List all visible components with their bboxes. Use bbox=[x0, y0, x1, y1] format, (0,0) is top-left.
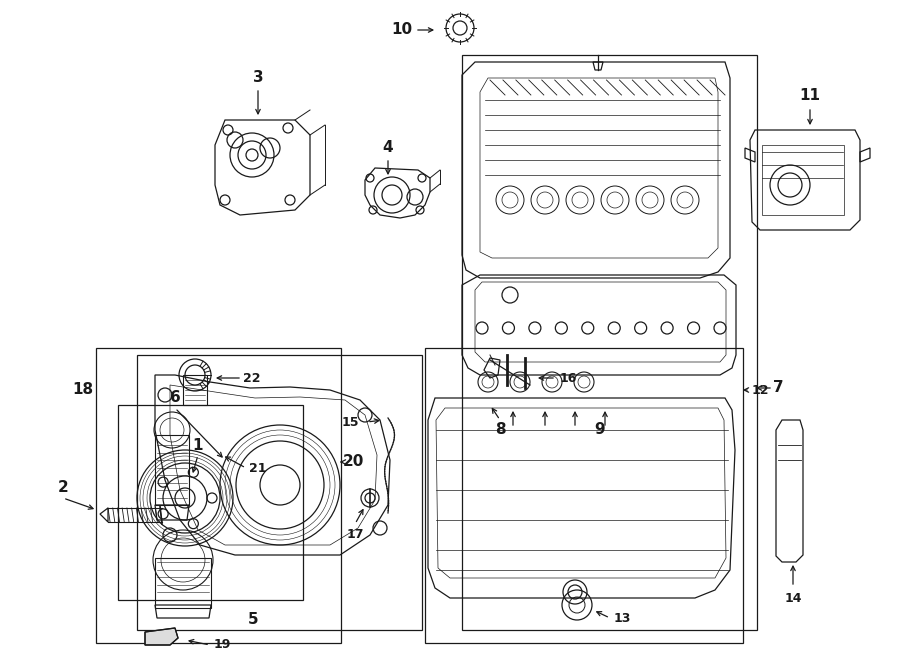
Text: 8: 8 bbox=[495, 422, 505, 438]
Text: 18: 18 bbox=[72, 383, 94, 397]
Bar bbox=[137, 355, 422, 630]
Text: 16: 16 bbox=[559, 371, 577, 385]
Text: 20: 20 bbox=[342, 455, 364, 469]
Text: 15: 15 bbox=[341, 416, 359, 428]
Text: 3: 3 bbox=[253, 71, 264, 85]
Text: 10: 10 bbox=[392, 22, 412, 38]
Bar bbox=[183, 375, 207, 405]
Text: 9: 9 bbox=[595, 422, 606, 438]
Text: 22: 22 bbox=[243, 371, 261, 385]
Text: 2: 2 bbox=[58, 481, 68, 496]
Text: 7: 7 bbox=[773, 381, 783, 395]
Bar bbox=[462, 55, 757, 630]
Bar bbox=[118, 405, 303, 600]
Text: 5: 5 bbox=[248, 613, 258, 627]
Bar bbox=[155, 558, 211, 608]
Text: 17: 17 bbox=[346, 529, 364, 541]
Polygon shape bbox=[100, 508, 108, 522]
Polygon shape bbox=[145, 628, 178, 645]
Bar bbox=[96, 348, 341, 643]
Bar bbox=[425, 348, 743, 643]
Text: 1: 1 bbox=[193, 438, 203, 453]
Text: 14: 14 bbox=[784, 592, 802, 605]
Text: 19: 19 bbox=[213, 639, 230, 652]
Bar bbox=[155, 435, 189, 505]
Text: 11: 11 bbox=[799, 87, 821, 102]
Text: 6: 6 bbox=[169, 391, 180, 405]
Bar bbox=[762, 145, 844, 215]
Text: 13: 13 bbox=[613, 611, 631, 625]
Text: 21: 21 bbox=[249, 461, 266, 475]
Text: 4: 4 bbox=[382, 141, 393, 155]
Text: 12: 12 bbox=[752, 383, 769, 397]
